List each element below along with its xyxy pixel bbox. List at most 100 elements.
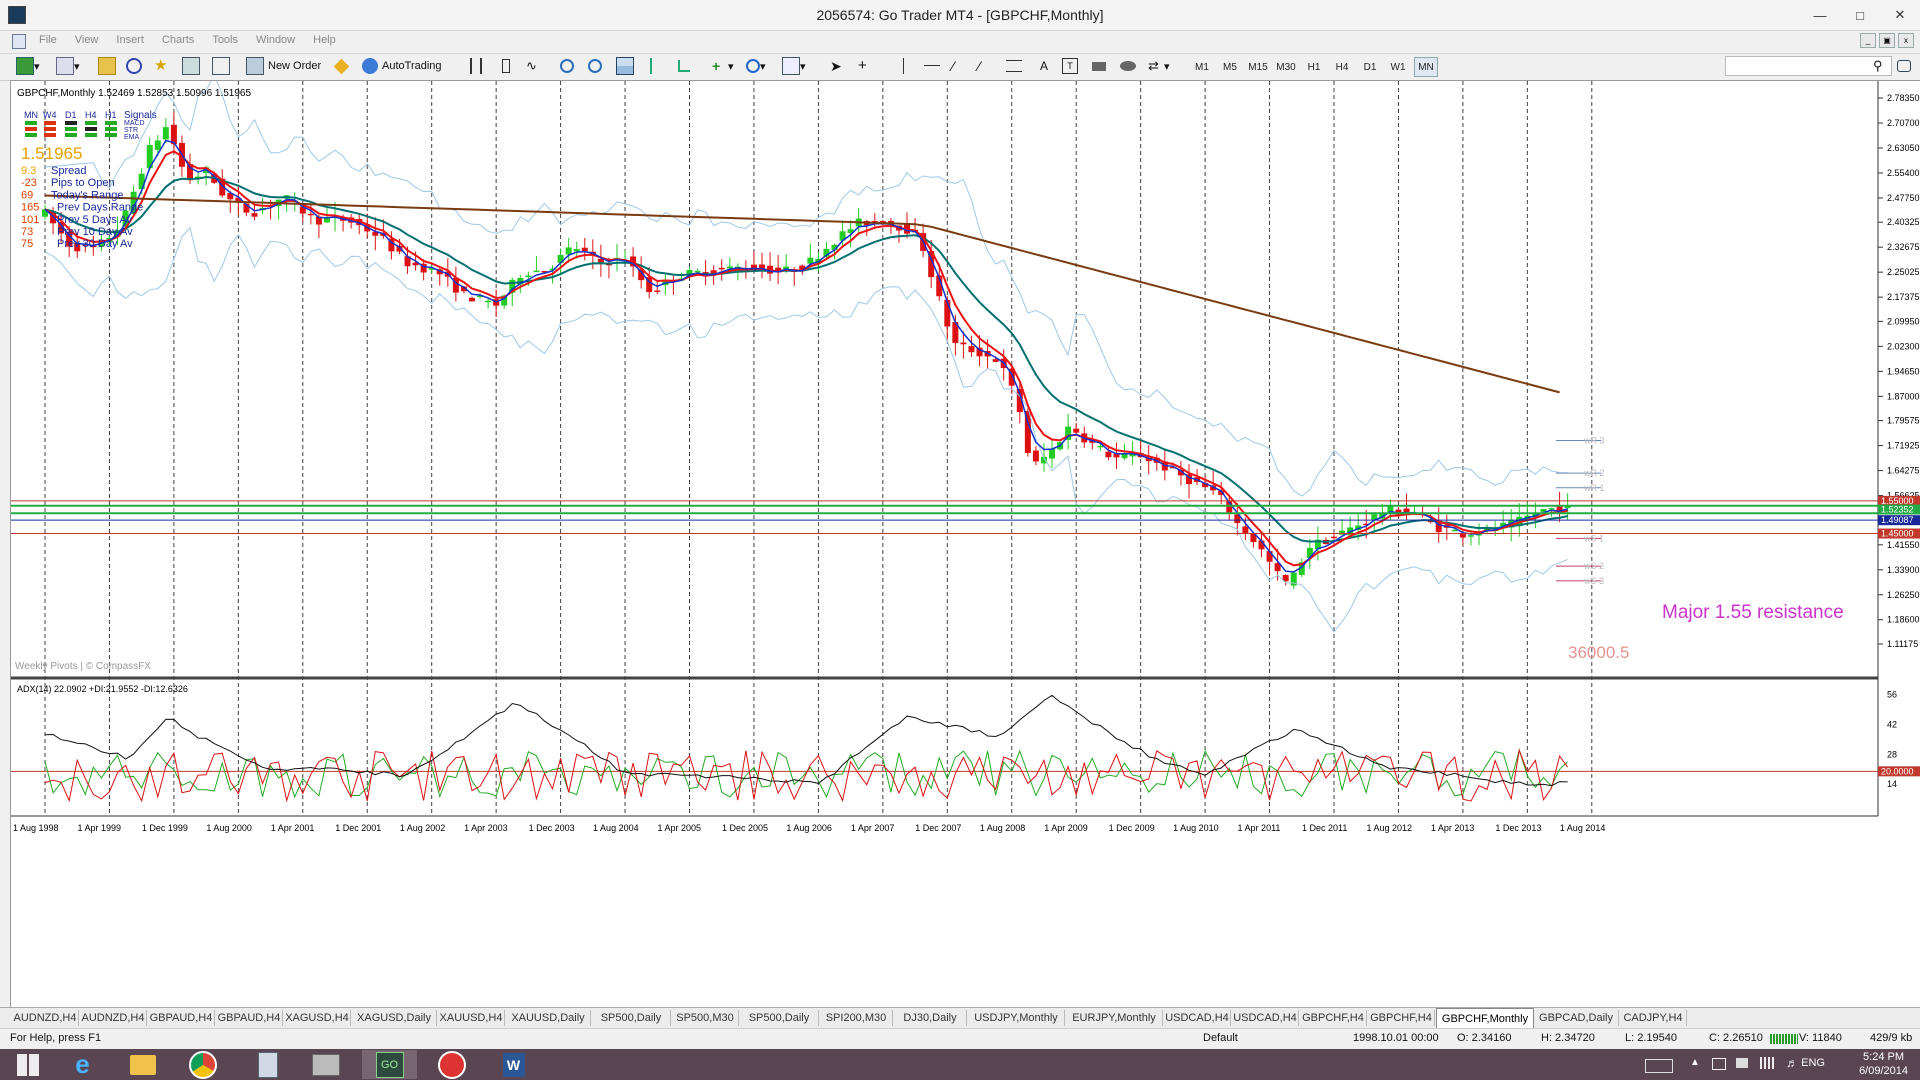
channel-button[interactable]: ∕	[978, 57, 994, 75]
chart-tab[interactable]: XAUUSD,Daily	[506, 1010, 591, 1026]
volume-icon[interactable]: ♬	[1786, 1056, 1798, 1070]
chart-tab[interactable]: USDCAD,H4	[1232, 1010, 1299, 1026]
ellipse-button[interactable]	[1120, 57, 1136, 75]
menu-insert[interactable]: Insert	[116, 34, 144, 46]
zoom-out-button[interactable]	[588, 57, 602, 75]
timeframe-m1[interactable]: M1	[1195, 61, 1209, 73]
metaeditor-button[interactable]	[333, 57, 350, 75]
taskbar-explorer[interactable]	[115, 1050, 170, 1079]
taskbar-apps[interactable]	[298, 1050, 353, 1079]
rectangle-button[interactable]	[1092, 57, 1106, 75]
taskbar-ie[interactable]: e	[55, 1049, 110, 1079]
favorites-button[interactable]: ★	[154, 57, 170, 75]
menu-file[interactable]: File	[39, 34, 57, 46]
chart-tab[interactable]: XAGUSD,Daily	[352, 1010, 437, 1026]
chart-tab[interactable]: SP500,Daily	[740, 1010, 819, 1026]
flag-icon[interactable]	[1736, 1058, 1748, 1068]
chart-tab[interactable]: XAUUSD,H4	[438, 1010, 505, 1026]
search-input[interactable]	[1725, 56, 1892, 76]
menu-window[interactable]: Window	[256, 34, 296, 46]
autoscroll-button[interactable]	[678, 57, 690, 75]
timeframe-w1[interactable]: W1	[1390, 61, 1406, 73]
tile-windows-button[interactable]	[616, 57, 634, 75]
keyboard-icon[interactable]	[1645, 1059, 1673, 1073]
candlestick-button[interactable]	[498, 57, 510, 75]
timeframe-mn[interactable]: MN	[1414, 57, 1438, 77]
chat-button[interactable]	[1897, 57, 1911, 75]
search-button[interactable]: ⚲	[1873, 57, 1889, 75]
chart-tab[interactable]: AUDNZD,H4	[80, 1010, 147, 1026]
vertical-line-button[interactable]	[896, 57, 905, 75]
taskbar-mt4[interactable]	[424, 1050, 479, 1079]
timeframe-m5[interactable]: M5	[1223, 61, 1237, 73]
chart-tab[interactable]: EURJPY,Monthly	[1066, 1010, 1163, 1026]
start-button[interactable]	[0, 1050, 55, 1079]
taskbar-calculator[interactable]	[240, 1050, 295, 1079]
chart-tab[interactable]: USDJPY,Monthly	[968, 1010, 1065, 1026]
chart-tab[interactable]: GBPAUD,H4	[148, 1010, 215, 1026]
new-order-button[interactable]: New Order	[246, 57, 321, 75]
market-watch-button[interactable]	[98, 57, 116, 75]
trendline-button[interactable]: ∕	[952, 57, 968, 75]
indicators-button[interactable]: + ▾	[712, 58, 734, 74]
taskbar-chrome[interactable]	[175, 1050, 230, 1079]
chart-tab[interactable]: GBPCHF,H4	[1300, 1010, 1367, 1026]
timeframe-m15[interactable]: M15	[1248, 61, 1268, 73]
cursor-button[interactable]: ➤	[830, 57, 846, 75]
chart-tab[interactable]: AUDNZD,H4	[12, 1010, 79, 1026]
new-chart-button[interactable]: ▾	[16, 57, 40, 75]
chart-tab[interactable]: CADJPY,H4	[1620, 1010, 1687, 1026]
menu-view[interactable]: View	[74, 34, 99, 46]
crosshair-button[interactable]: +	[858, 57, 874, 75]
mdi-restore-button[interactable]: ▣	[1879, 33, 1895, 48]
menu-help[interactable]: Help	[313, 34, 336, 46]
timeframe-h4[interactable]: H4	[1335, 61, 1349, 73]
candle-body	[162, 127, 169, 140]
timeframe-m30[interactable]: M30	[1276, 61, 1296, 73]
minimize-button[interactable]: —	[1813, 7, 1827, 23]
chart-tab[interactable]: GBPCHF,Monthly	[1436, 1008, 1534, 1029]
chart-window[interactable]: wR 3 wR 2 wR 1 wS 1 wS 2 wS 3 2.78350 2.70700 2…	[10, 73, 1920, 1017]
chart-shift-button[interactable]	[650, 57, 668, 75]
chart-tab[interactable]: USDCAD,H4	[1164, 1010, 1231, 1026]
horizontal-line-button[interactable]	[924, 57, 940, 75]
text-label-button[interactable]: T	[1062, 57, 1078, 75]
clock[interactable]: 5:24 PM 6/09/2014	[1859, 1050, 1908, 1078]
signal-icon[interactable]	[1760, 1057, 1776, 1069]
network-icon[interactable]	[1712, 1058, 1726, 1070]
templates-button[interactable]: ▾	[782, 57, 806, 75]
mdi-minimize-button[interactable]: _	[1860, 33, 1876, 48]
navigator-button[interactable]	[126, 57, 142, 75]
arrows-button[interactable]: ⇄ ▾	[1148, 58, 1170, 73]
mdi-close-button[interactable]: x	[1898, 33, 1914, 48]
timeframe-d1[interactable]: D1	[1363, 61, 1377, 73]
chart-tab[interactable]: GBPCHF,H4	[1368, 1010, 1435, 1026]
chart-tab[interactable]: SP500,M30	[672, 1010, 739, 1026]
close-button[interactable]: ✕	[1894, 7, 1906, 22]
terminal-button[interactable]	[182, 57, 200, 75]
chart-canvas[interactable]: wR 3wR 2wR 1wS 1wS 2wS 3 2.783502.707002…	[11, 73, 1920, 1016]
chart-tab[interactable]: GBPAUD,H4	[216, 1010, 283, 1026]
bar-chart-button[interactable]	[470, 57, 482, 75]
taskbar-mt4-go[interactable]: GO	[362, 1050, 417, 1079]
chart-tab[interactable]: XAGUSD,H4	[284, 1010, 351, 1026]
autotrading-button[interactable]: AutoTrading	[362, 57, 442, 75]
chart-tab[interactable]: SP500,Daily	[592, 1010, 671, 1026]
language-indicator[interactable]: ENG	[1801, 1057, 1825, 1069]
tray-up-icon[interactable]: ▲	[1690, 1057, 1700, 1068]
menu-charts[interactable]: Charts	[161, 34, 195, 46]
maximize-button[interactable]: □	[1856, 7, 1864, 23]
zoom-in-button[interactable]	[560, 57, 574, 75]
menu-tools[interactable]: Tools	[212, 34, 238, 46]
periods-button[interactable]: ▾	[746, 57, 766, 75]
chart-tab[interactable]: SPI200,M30	[820, 1010, 893, 1026]
chart-tab[interactable]: DJ30,Daily	[894, 1010, 967, 1026]
timeframe-h1[interactable]: H1	[1307, 61, 1321, 73]
strategy-tester-button[interactable]	[212, 57, 230, 75]
fibonacci-button[interactable]	[1006, 57, 1022, 75]
taskbar-word[interactable]: W	[486, 1050, 541, 1079]
text-button[interactable]: A	[1036, 57, 1052, 75]
chart-tab[interactable]: GBPCAD,Daily	[1534, 1010, 1619, 1026]
line-chart-button[interactable]: ∿	[526, 57, 542, 75]
profiles-button[interactable]: ▾	[56, 57, 80, 75]
